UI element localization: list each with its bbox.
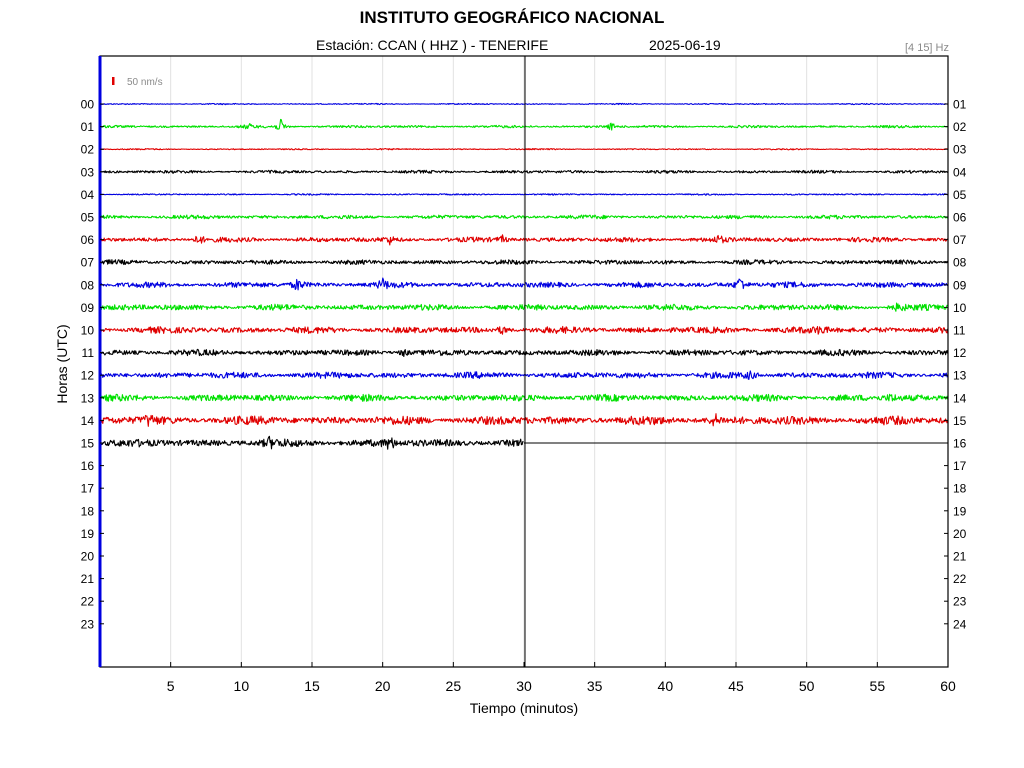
y-label-left: 12 [81, 369, 95, 383]
y-label-left: 13 [81, 391, 95, 405]
y-label-left: 23 [81, 617, 95, 631]
station-label: Estación: CCAN ( HHZ ) - TENERIFE [316, 37, 549, 53]
y-label-left: 09 [81, 301, 95, 315]
y-label-right: 03 [953, 143, 967, 157]
x-tick-label: 10 [234, 678, 250, 694]
x-tick-label: 5 [167, 678, 175, 694]
x-tick-label: 50 [799, 678, 815, 694]
x-tick-label: 40 [658, 678, 674, 694]
y-label-right: 08 [953, 256, 967, 270]
x-tick-label: 25 [446, 678, 462, 694]
y-label-right: 23 [953, 595, 967, 609]
y-label-left: 19 [81, 527, 95, 541]
y-axis-label: Horas (UTC) [54, 324, 70, 404]
y-label-right: 21 [953, 550, 967, 564]
y-label-right: 20 [953, 527, 967, 541]
chart-title: INSTITUTO GEOGRÁFICO NACIONAL [359, 8, 665, 27]
y-label-right: 15 [953, 414, 967, 428]
y-label-right: 24 [953, 617, 967, 631]
trace-hour-06 [99, 234, 948, 246]
trace-hour-09 [99, 302, 948, 312]
y-label-right: 06 [953, 211, 967, 225]
y-label-right: 18 [953, 482, 967, 496]
trace-hour-08 [99, 277, 949, 291]
x-tick-label: 35 [587, 678, 603, 694]
y-label-left: 11 [82, 346, 95, 360]
y-label-left: 02 [81, 143, 95, 157]
y-label-left: 06 [81, 233, 95, 247]
x-tick-label: 55 [870, 678, 886, 694]
y-label-left: 07 [81, 256, 95, 270]
y-label-left: 17 [81, 482, 95, 496]
trace-hour-05 [99, 214, 948, 220]
scale-bar-label: 50 nm/s [127, 77, 163, 88]
y-label-right: 10 [953, 301, 967, 315]
filter-band-label: [4 15] Hz [904, 42, 949, 54]
trace-hour-00 [99, 102, 948, 106]
trace-hour-03 [99, 169, 949, 174]
x-tick-label: 60 [940, 678, 956, 694]
y-label-right: 01 [953, 98, 967, 112]
grid-lines [170, 56, 878, 667]
y-label-left: 21 [81, 572, 95, 586]
y-label-right: 19 [953, 504, 967, 518]
y-label-right: 07 [953, 233, 967, 247]
trace-hour-01 [99, 118, 948, 131]
y-label-left: 05 [81, 211, 95, 225]
y-label-left: 16 [81, 459, 95, 473]
y-label-right: 05 [953, 188, 967, 202]
y-label-left: 08 [81, 278, 95, 292]
y-label-right: 11 [953, 324, 966, 338]
y-label-right: 16 [953, 437, 967, 451]
trace-hour-15 [99, 435, 524, 450]
x-axis-label: Tiempo (minutos) [469, 700, 579, 716]
trace-hour-14 [99, 413, 949, 427]
y-label-left: 15 [81, 437, 95, 451]
y-label-right: 04 [953, 165, 967, 179]
x-tick-label: 45 [728, 678, 744, 694]
station-date: 2025-06-19 [649, 37, 721, 53]
y-label-right: 13 [953, 369, 967, 383]
y-label-left: 10 [81, 324, 95, 338]
y-label-right: 22 [953, 572, 967, 586]
trace-hour-07 [99, 259, 949, 266]
y-label-right: 12 [953, 346, 967, 360]
trace-layer [99, 102, 949, 450]
trace-hour-12 [99, 370, 948, 380]
y-label-right: 14 [953, 391, 967, 405]
x-tick-label: 15 [304, 678, 320, 694]
trace-hour-11 [99, 348, 949, 358]
trace-hour-10 [99, 325, 949, 335]
y-label-left: 01 [81, 120, 95, 134]
scale-bar: 50 nm/s [112, 77, 163, 88]
x-tick-label: 30 [516, 678, 532, 694]
y-label-left: 20 [81, 550, 95, 564]
x-tick-label: 20 [375, 678, 391, 694]
y-label-right: 02 [953, 120, 967, 134]
trace-hour-04 [99, 193, 948, 196]
trace-hour-13 [99, 393, 949, 402]
y-label-left: 04 [81, 188, 95, 202]
y-label-left: 03 [81, 165, 95, 179]
y-label-right: 17 [953, 459, 967, 473]
axis-ticks: 5 10 15 20 25 30 35 40 45 50 55 60 00 01 02 03 04 05 06 07 0… [81, 98, 967, 695]
scale-bar-mark [112, 77, 115, 85]
y-label-left: 18 [81, 504, 95, 518]
y-label-right: 09 [953, 278, 967, 292]
trace-hour-02 [99, 148, 949, 151]
y-label-left: 22 [81, 595, 95, 609]
y-label-left: 00 [81, 98, 95, 112]
y-label-left: 14 [81, 414, 95, 428]
